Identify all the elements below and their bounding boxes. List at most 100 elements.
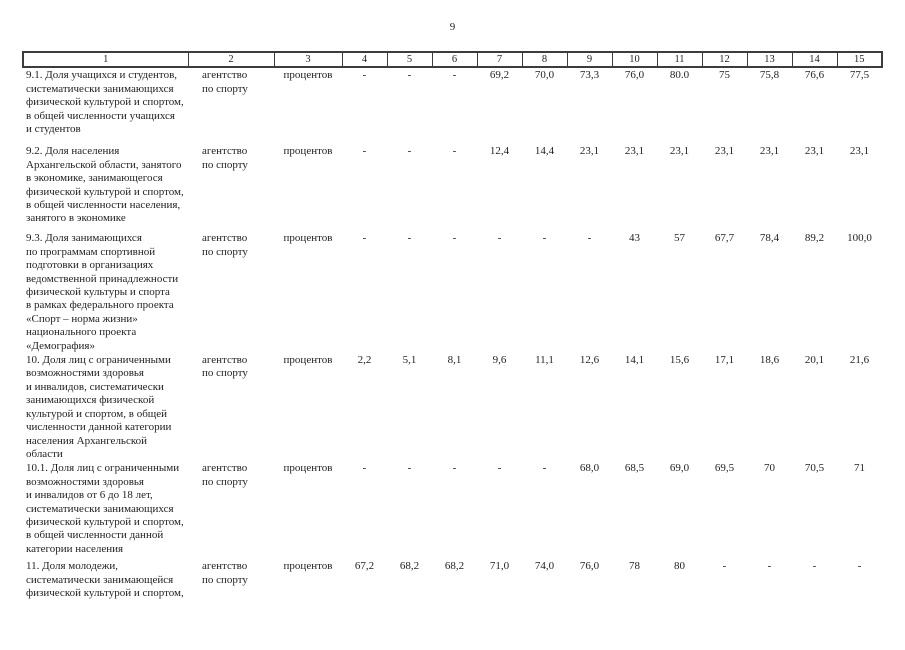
indicator-cell: 9.3. Доля занимающихся по программам спо…	[26, 232, 179, 352]
value-cell: -	[452, 462, 457, 475]
value-cell: 11,1	[535, 354, 554, 367]
value-cell: 69,5	[714, 462, 735, 475]
header-col: 15	[836, 51, 883, 68]
indicator-cell: 10. Доля лиц с ограниченными возможностя…	[26, 354, 172, 460]
value-cell: 43	[629, 232, 640, 245]
value-cell: 57	[674, 232, 685, 245]
value-cell: 78	[629, 560, 640, 573]
value-cell: 100,0	[847, 232, 872, 245]
value-cell: -	[497, 232, 502, 245]
value-cell: 23,1	[849, 145, 870, 158]
header-col: 9	[566, 51, 613, 68]
value-cell: 14,4	[534, 145, 555, 158]
value-cell: 70	[764, 462, 775, 475]
table-row: 11. Доля молодежи, систематически занима…	[23, 559, 882, 650]
value-cell: 67,7	[714, 232, 735, 245]
indicator-cell: 10.1. Доля лиц с ограниченными возможнос…	[26, 462, 184, 555]
agency-cell: агентство по спорту	[202, 462, 248, 488]
value-cell: 69,0	[669, 462, 690, 475]
value-cell: 23,1	[804, 145, 825, 158]
value-cell: 71	[854, 462, 865, 475]
agency-cell: агентство по спорту	[202, 232, 248, 258]
header-col: 13	[746, 51, 793, 68]
header-col: 14	[791, 51, 838, 68]
header-col: 3	[273, 51, 343, 68]
header-col: 8	[521, 51, 568, 68]
value-cell: 68,2	[399, 560, 420, 573]
value-cell: -	[407, 462, 412, 475]
value-cell: -	[362, 145, 367, 158]
value-cell: -	[587, 232, 592, 245]
value-cell: -	[452, 232, 457, 245]
value-cell: -	[452, 69, 457, 82]
unit-cell: процентов	[283, 462, 333, 475]
header-col: 2	[187, 51, 275, 68]
value-cell: 76,0	[579, 560, 600, 573]
value-cell: 75	[719, 69, 730, 82]
indicators-table: 1 2 3 4 5 6 7 8 9 10 11 12 13 14 15 9.1.…	[22, 51, 883, 650]
unit-cell: процентов	[283, 560, 333, 573]
value-cell: -	[362, 462, 367, 475]
value-cell: 71,0	[489, 560, 510, 573]
agency-cell: агентство по спорту	[202, 145, 248, 171]
value-cell: -	[722, 560, 727, 573]
value-cell: 68,0	[579, 462, 600, 475]
header-col: 10	[611, 51, 658, 68]
indicator-cell: 9.1. Доля учащихся и студентов, системат…	[26, 69, 184, 136]
value-cell: 2,2	[357, 354, 372, 367]
value-cell: -	[362, 69, 367, 82]
value-cell: 75,8	[759, 69, 780, 82]
value-cell: 23,1	[624, 145, 645, 158]
value-cell: -	[362, 232, 367, 245]
value-cell: 12,6	[579, 354, 600, 367]
value-cell: 76,6	[804, 69, 825, 82]
header-col: 11	[656, 51, 703, 68]
value-cell: 12,4	[489, 145, 510, 158]
value-cell: 80	[674, 560, 685, 573]
value-cell: -	[542, 462, 547, 475]
value-cell: -	[767, 560, 772, 573]
table-row: 9.2. Доля населения Архангельской област…	[23, 144, 882, 231]
value-cell: 9,6	[492, 354, 507, 367]
value-cell: -	[452, 145, 457, 158]
value-cell: 77,5	[849, 69, 870, 82]
header-col: 1	[22, 51, 189, 68]
value-cell: 69,2	[489, 69, 510, 82]
value-cell: 89,2	[804, 232, 825, 245]
value-cell: 23,1	[759, 145, 780, 158]
value-cell: 80.0	[669, 69, 690, 82]
agency-cell: агентство по спорту	[202, 69, 248, 95]
unit-cell: процентов	[283, 69, 333, 82]
value-cell: 20,1	[804, 354, 825, 367]
unit-cell: процентов	[283, 354, 333, 367]
value-cell: 21,6	[849, 354, 870, 367]
value-cell: 23,1	[714, 145, 735, 158]
unit-cell: процентов	[283, 232, 333, 245]
value-cell: 67,2	[354, 560, 375, 573]
value-cell: 23,1	[579, 145, 600, 158]
indicator-cell: 9.2. Доля населения Архангельской област…	[26, 145, 184, 225]
value-cell: 70,5	[804, 462, 825, 475]
value-cell: -	[497, 462, 502, 475]
header-col: 7	[476, 51, 523, 68]
table-header-row: 1 2 3 4 5 6 7 8 9 10 11 12 13 14 15	[22, 51, 883, 68]
value-cell: 23,1	[669, 145, 690, 158]
header-col: 12	[701, 51, 748, 68]
page-number: 9	[449, 21, 456, 33]
header-col: 4	[341, 51, 388, 68]
value-cell: -	[407, 145, 412, 158]
table-row: 10.1. Доля лиц с ограниченными возможнос…	[23, 461, 882, 559]
value-cell: 8,1	[447, 354, 462, 367]
value-cell: -	[407, 232, 412, 245]
value-cell: 14,1	[624, 354, 645, 367]
value-cell: 68,5	[624, 462, 645, 475]
agency-cell: агентство по спорту	[202, 560, 248, 586]
value-cell: 18,6	[759, 354, 780, 367]
value-cell: 5,1	[402, 354, 417, 367]
header-col: 5	[386, 51, 433, 68]
value-cell: 73,3	[579, 69, 600, 82]
header-col: 6	[431, 51, 478, 68]
table-row: 9.3. Доля занимающихся по программам спо…	[23, 231, 882, 353]
value-cell: -	[857, 560, 862, 573]
agency-cell: агентство по спорту	[202, 354, 248, 380]
